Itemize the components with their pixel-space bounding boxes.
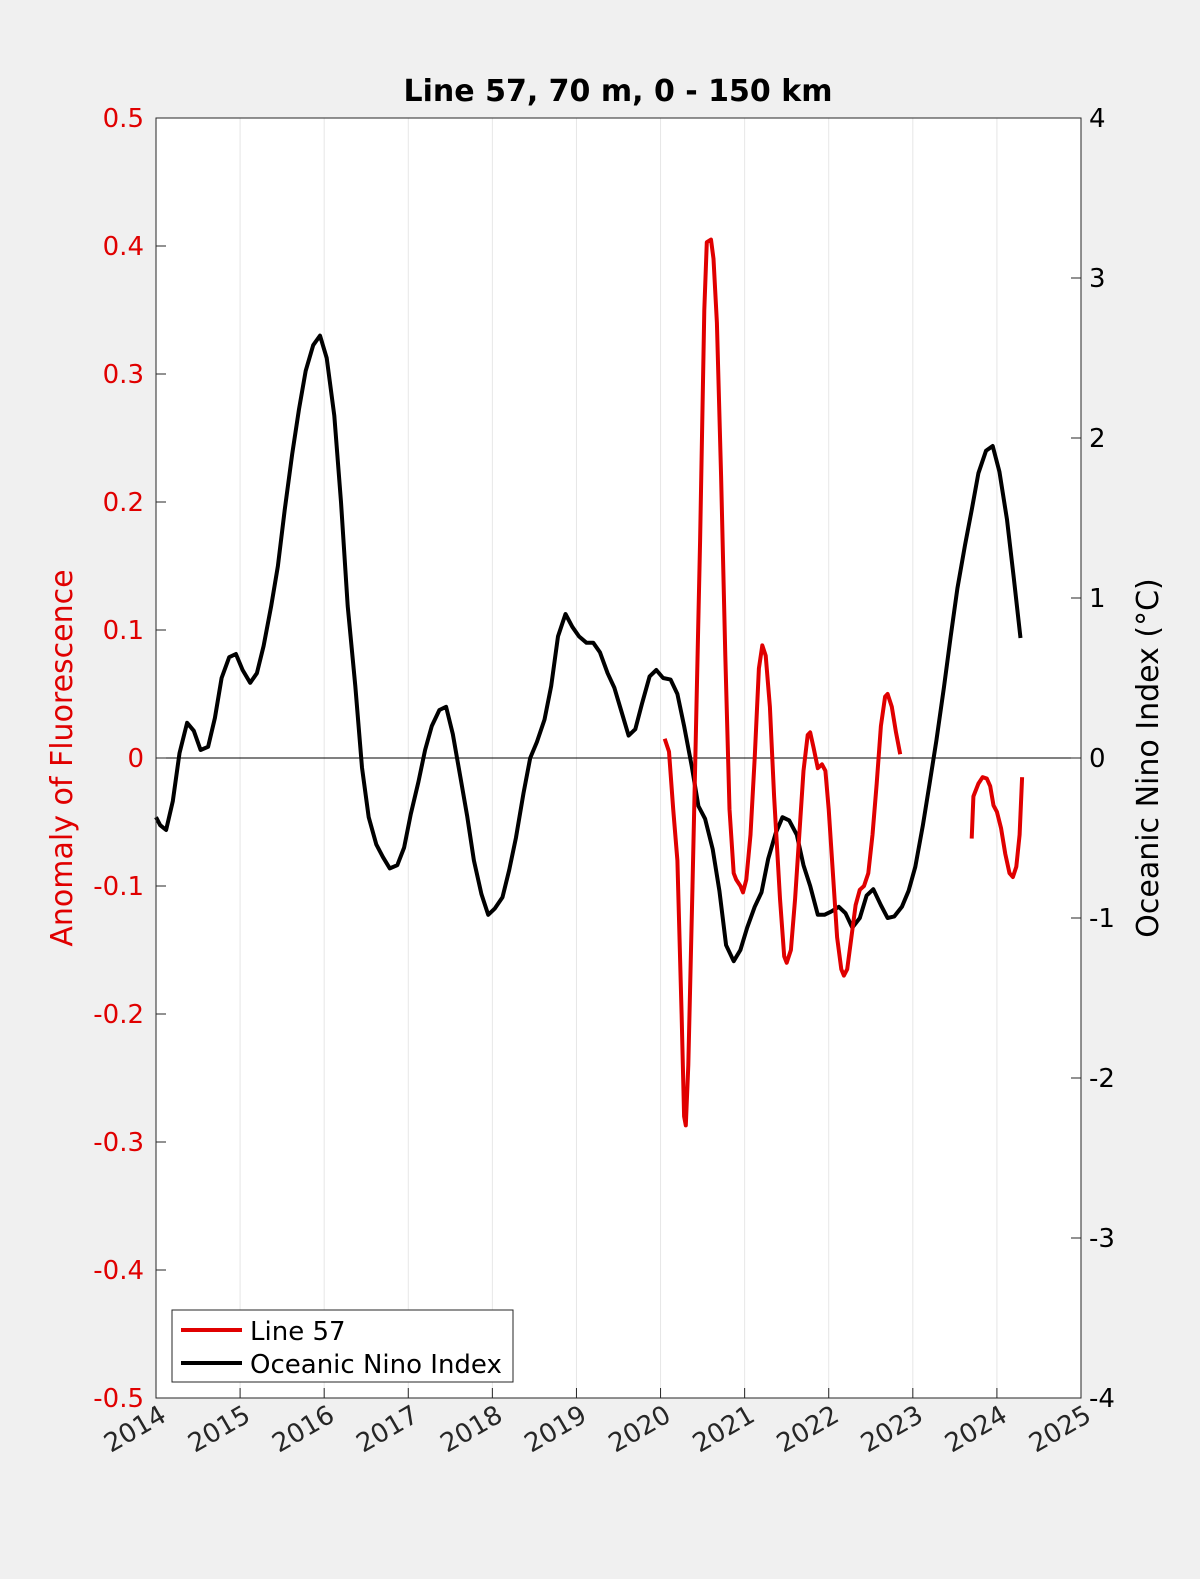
left-tick-label-0-1: -0.1 xyxy=(93,872,144,902)
series-line-57-segment-1 xyxy=(662,237,903,1128)
left-tick-label-0-1: 0.1 xyxy=(103,616,144,646)
series-oceanic-nino-index-segment-1 xyxy=(154,333,1023,964)
left-tick-label-0-4: 0.4 xyxy=(103,232,144,262)
chart-title: Line 57, 70 m, 0 - 150 km xyxy=(404,74,833,109)
right-tick-label-1: -1 xyxy=(1089,904,1115,934)
series-line-57-segment-2 xyxy=(969,775,1025,879)
left-axis-label: Anomaly of Fluorescence xyxy=(45,569,80,946)
legend: Line 57 Oceanic Nino Index xyxy=(171,1309,514,1383)
series-layer xyxy=(154,237,1025,1128)
right-tick-label-2: 2 xyxy=(1089,424,1106,454)
right-tick-label-4: 4 xyxy=(1089,104,1106,134)
left-tick-label-0-3: 0.3 xyxy=(103,360,144,390)
left-axis-ticks: -0.5 -0.4 -0.3 -0.2 -0.1 0 0.1 0.2 0.3 0.4 0.5 xyxy=(93,104,166,1414)
right-tick-label-4: -4 xyxy=(1089,1384,1115,1414)
left-tick-label-0-2: -0.2 xyxy=(93,1000,144,1030)
left-tick-label-0-2: 0.2 xyxy=(103,488,144,518)
right-tick-label-3: -3 xyxy=(1089,1224,1115,1254)
right-axis-ticks: -4 -3 -2 -1 0 1 2 3 4 xyxy=(1071,104,1115,1414)
right-tick-label-0: 0 xyxy=(1089,744,1106,774)
right-tick-label-2: -2 xyxy=(1089,1064,1115,1094)
legend-label-line-57: Line 57 xyxy=(250,1317,346,1347)
legend-label-oni: Oceanic Nino Index xyxy=(250,1350,502,1380)
right-axis-label: Oceanic Nino Index (°C) xyxy=(1131,578,1166,938)
left-tick-label-0: 0 xyxy=(127,744,144,774)
right-tick-label-3: 3 xyxy=(1089,264,1106,294)
left-tick-label-0-5: 0.5 xyxy=(103,104,144,134)
legend-box xyxy=(171,1309,514,1383)
left-tick-label-0-5: -0.5 xyxy=(93,1384,144,1414)
right-tick-label-1: 1 xyxy=(1089,584,1106,614)
left-tick-label-0-3: -0.3 xyxy=(93,1128,144,1158)
left-tick-label-0-4: -0.4 xyxy=(93,1256,144,1286)
